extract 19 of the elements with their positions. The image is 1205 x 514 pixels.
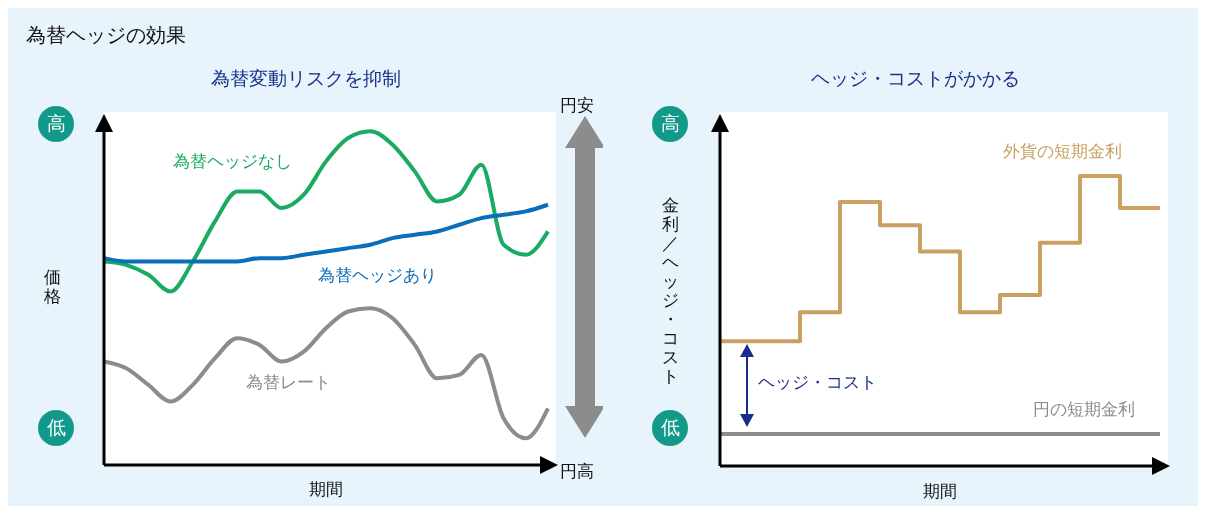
text: 低 bbox=[652, 410, 688, 446]
text: 金利／ヘッジ・コスト bbox=[661, 195, 679, 386]
series-label: 為替ヘッジあり bbox=[318, 264, 437, 287]
text: 高 bbox=[652, 106, 688, 142]
series-label: 為替レート bbox=[246, 371, 331, 394]
chart-subtitle: 為替変動リスクを抑制 bbox=[209, 66, 402, 91]
chart-title: ヘッジ・コストがかかる bbox=[810, 66, 1021, 91]
series-label: 外貨の短期金利 bbox=[1003, 140, 1122, 163]
text: 低 bbox=[38, 410, 74, 446]
y-axis-title: 価格 bbox=[42, 267, 62, 306]
series-label: 円の短期金利 bbox=[1033, 398, 1135, 421]
chart-title: 為替ヘッジの効果 bbox=[26, 22, 186, 49]
x-axis-title: 期間 bbox=[308, 478, 344, 501]
series-label: 為替ヘッジなし bbox=[173, 150, 292, 173]
text: 円高 bbox=[560, 460, 594, 483]
x-axis-title: 期間 bbox=[922, 480, 958, 503]
text: 円安 bbox=[560, 94, 594, 117]
annotation: ヘッジ・コスト bbox=[758, 371, 877, 394]
text: 高 bbox=[38, 106, 74, 142]
